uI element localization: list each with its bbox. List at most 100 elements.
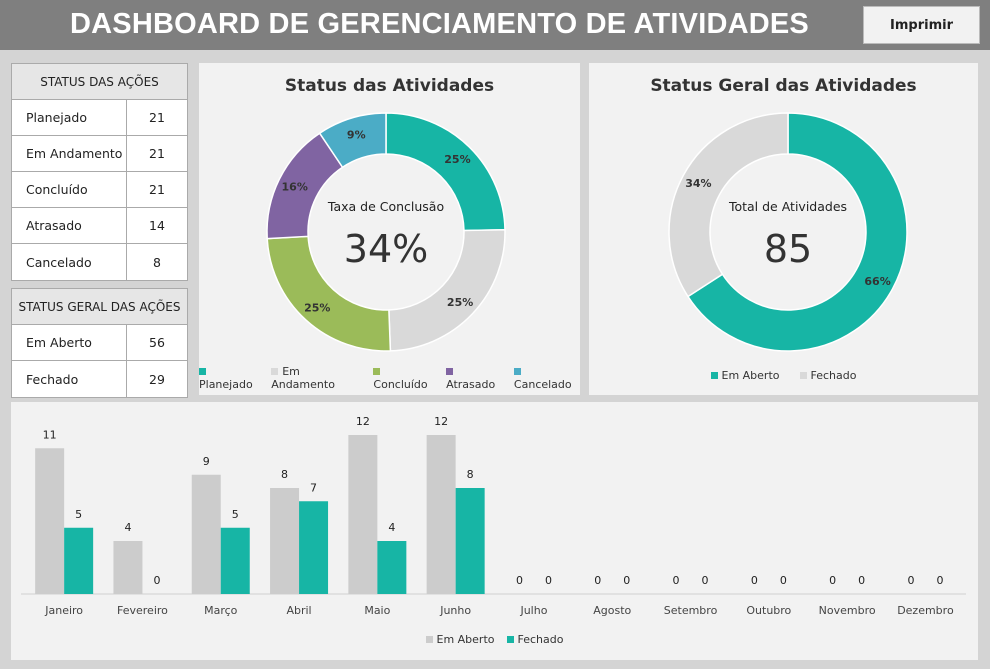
bar-label: 0 (702, 574, 709, 587)
table-row: Em Andamento 21 (12, 136, 187, 172)
row-value: 14 (149, 218, 165, 233)
table-row: Concluído 21 (12, 172, 187, 208)
bar-label: 0 (829, 574, 836, 587)
row-label: Em Andamento (12, 136, 127, 171)
donut-geral-panel: Status Geral das Atividades 66% 34% Total … (589, 63, 978, 395)
slice-label: 9% (347, 128, 366, 141)
x-tick-label: Janeiro (44, 604, 83, 617)
legend-label: Em Aberto (721, 369, 780, 382)
status-table-title: STATUS DAS AÇÕES (12, 64, 187, 100)
page-title: DASHBOARD DE GERENCIAMENTO DE ATIVIDADES (70, 8, 809, 40)
table-row: Planejado 21 (12, 100, 187, 136)
bar-label: 0 (751, 574, 758, 587)
bar[interactable] (270, 488, 300, 594)
print-button[interactable]: Imprimir (863, 6, 980, 44)
legend-swatch (425, 636, 433, 643)
bar[interactable] (455, 488, 485, 594)
donut-status-panel: Status das Atividades 25% 25% 25% 16% 9% Taxa… (199, 63, 580, 395)
donut-slice[interactable] (668, 112, 789, 298)
table-row: Atrasado 14 (12, 208, 187, 244)
row-label: Cancelado (12, 244, 127, 280)
bar[interactable] (35, 448, 65, 594)
x-tick-label: Junho (439, 604, 471, 617)
x-tick-label: Julho (519, 604, 547, 617)
bar-label: 11 (43, 428, 57, 441)
bar-label: 8 (281, 468, 288, 481)
bar-label: 4 (388, 521, 395, 534)
bar-label: 0 (545, 574, 552, 587)
legend-swatch (446, 368, 454, 375)
legend-swatch (506, 636, 514, 643)
row-value: 21 (149, 146, 165, 161)
legend-item: Em Andamento (271, 365, 363, 391)
bar[interactable] (348, 435, 378, 594)
x-tick-label: Dezembro (897, 604, 954, 617)
bar[interactable] (377, 541, 407, 594)
row-label: Planejado (12, 100, 127, 135)
row-label: Atrasado (12, 208, 127, 243)
bar-label: 8 (467, 468, 474, 481)
donut-status-chart: 25% 25% 25% 16% 9% Taxa de Conclusão 34% (266, 112, 506, 352)
legend-label: Planejado (199, 378, 253, 391)
legend-label: Cancelado (513, 378, 572, 391)
chart-title: Status das Atividades (284, 76, 495, 96)
legend-label: Concluído (373, 378, 428, 391)
legend: Em Aberto Fechado (589, 369, 978, 382)
bar-label: 4 (124, 521, 131, 534)
legend-swatch (513, 368, 521, 375)
table-row: Fechado 29 (12, 361, 187, 397)
bar[interactable] (220, 527, 250, 594)
geral-table: STATUS GERAL DAS AÇÕES Em Aberto 56 Fechad… (11, 288, 188, 398)
center-value: 85 (764, 227, 812, 271)
table-row: Cancelado 8 (12, 244, 187, 280)
row-value: 8 (153, 254, 161, 270)
bar-label: 5 (75, 508, 82, 521)
legend-label: Fechado (517, 633, 564, 646)
x-tick-label: Março (204, 604, 238, 617)
legend-item: Planejado (199, 365, 261, 391)
chart-title: Status Geral das Atividades (650, 76, 917, 96)
legend-swatch (799, 372, 807, 379)
bar[interactable] (64, 527, 94, 594)
slice-label: 16% (282, 181, 308, 194)
legend-item: Em Aberto (425, 633, 495, 646)
legend-label: Em Andamento (271, 365, 335, 391)
bar-panel: 11 5 Janeiro 4 0 Fevereiro 9 5 Março 8 7 Abril 12 4 Ma… (11, 402, 978, 660)
bar-label: 12 (356, 415, 370, 428)
bar-label: 9 (203, 455, 210, 468)
slice-label: 34% (685, 177, 711, 190)
monthly-bar-chart: 11 5 Janeiro 4 0 Fevereiro 9 5 Março 8 7 Abril 12 4 Ma… (21, 415, 966, 617)
bar[interactable] (191, 474, 221, 594)
slice-label: 66% (864, 275, 890, 288)
bar-label: 0 (516, 574, 523, 587)
geral-table-title: STATUS GERAL DAS AÇÕES (12, 289, 187, 325)
donut-slice[interactable] (318, 112, 387, 169)
bar[interactable] (299, 501, 329, 594)
donut-geral-chart: 66% 34% Total de Atividades 85 (668, 112, 908, 352)
legend-item: Fechado (799, 369, 856, 382)
bar-label: 0 (153, 574, 160, 587)
legend: Planejado Em Andamento Concluído Atrasado Ca… (199, 365, 580, 391)
bar[interactable] (426, 435, 456, 594)
bar-label: 0 (623, 574, 630, 587)
legend-swatch (271, 368, 279, 375)
donut-slice[interactable] (686, 112, 908, 352)
legend-item: Em Aberto (710, 369, 780, 382)
x-tick-label: Setembro (664, 604, 718, 617)
status-table: STATUS DAS AÇÕES Planejado 21 Em Andamento… (11, 63, 188, 281)
legend-label: Em Aberto (436, 633, 495, 646)
legend-item: Atrasado (446, 365, 504, 391)
bar-label: 0 (673, 574, 680, 587)
bar-label: 0 (907, 574, 914, 587)
row-value: 56 (149, 335, 165, 350)
row-value: 21 (149, 182, 165, 197)
center-value: 34% (344, 227, 428, 271)
bar-label: 0 (594, 574, 601, 587)
bar[interactable] (113, 541, 143, 594)
bar-label: 12 (434, 415, 448, 428)
x-tick-label: Abril (286, 604, 311, 617)
center-label: Taxa de Conclusão (327, 199, 444, 214)
bar-label: 0 (936, 574, 943, 587)
row-label: Fechado (12, 361, 127, 397)
row-value: 21 (149, 110, 165, 125)
